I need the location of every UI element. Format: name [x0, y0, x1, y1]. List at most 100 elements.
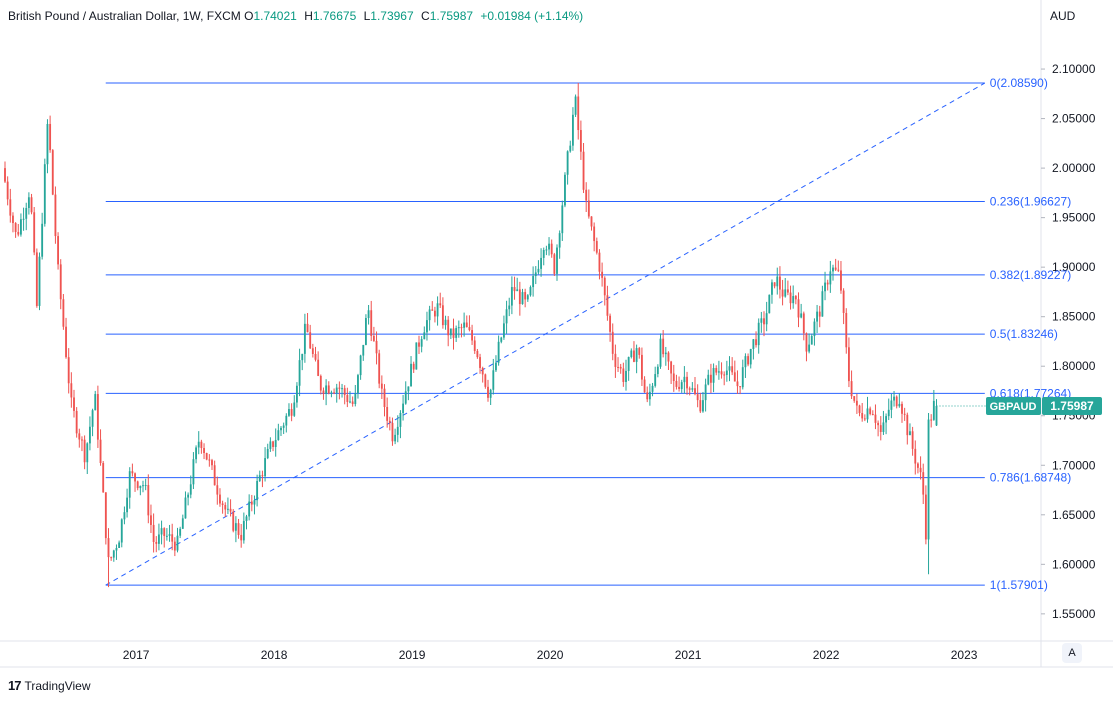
candle-body-down: [686, 376, 688, 389]
candle-body-up: [120, 519, 123, 543]
candle-body-down: [431, 309, 434, 311]
candle-body-down: [481, 367, 484, 375]
candle-body-down: [213, 465, 216, 486]
fib-level-label: 1(1.57901): [990, 578, 1048, 592]
candle-body-down: [720, 371, 723, 375]
candle-body-down: [240, 534, 243, 541]
tradingview-brand[interactable]: 17 TradingView: [8, 678, 91, 693]
candle-body-down: [314, 353, 317, 360]
candle-body-down: [853, 396, 856, 401]
candle-body-down: [903, 413, 906, 415]
candle-body-down: [633, 350, 635, 362]
candle-body-up: [22, 218, 25, 220]
candle-body-up: [824, 282, 826, 292]
candle-body-down: [733, 372, 736, 382]
candle-body-down: [83, 439, 86, 463]
candle-body-down: [553, 254, 556, 274]
candle-body-up: [890, 400, 893, 410]
candle-body-up: [500, 337, 503, 342]
candle-body-up: [410, 363, 412, 387]
candle-body-down: [518, 289, 521, 305]
candle-body-down: [476, 350, 479, 358]
x-tick-label: 2020: [537, 648, 564, 662]
candle-body-down: [49, 123, 52, 151]
candle-body-up: [510, 287, 513, 306]
candle-body-down: [617, 366, 619, 368]
candle-body-down: [914, 448, 917, 464]
candle-body-down: [606, 295, 609, 316]
candle-body-down: [595, 241, 598, 253]
candle-body-down: [895, 396, 898, 407]
candle-body-up: [537, 268, 540, 273]
candle-body-down: [309, 332, 312, 349]
candle-body-down: [593, 226, 596, 242]
candle-body-up: [293, 402, 296, 416]
candle-body-down: [380, 383, 383, 389]
candle-body-up: [288, 409, 290, 416]
candle-body-up: [765, 313, 768, 325]
candle-body-down: [171, 534, 174, 542]
candle-body-down: [35, 252, 38, 306]
candle-body-up: [295, 385, 298, 403]
candle-body-up: [768, 294, 771, 314]
candle-body-down: [147, 485, 150, 516]
candle-body-up: [497, 341, 500, 363]
candle-body-down: [585, 189, 588, 201]
candle-body-up: [43, 164, 46, 224]
candle-body-down: [136, 481, 139, 489]
candle-body-down: [203, 448, 205, 454]
candle-body-down: [152, 524, 155, 542]
y-tick-label: 1.70000: [1052, 458, 1096, 472]
candle-body-up: [94, 394, 97, 411]
candle-body-up: [187, 494, 190, 498]
fib-level-label: 0.5(1.83246): [990, 327, 1058, 341]
candle-body-up: [808, 344, 811, 352]
candle-body-down: [901, 403, 903, 414]
candle-body-down: [513, 287, 516, 292]
candle-body-down: [412, 363, 415, 370]
candle-body-down: [723, 374, 726, 376]
candle-body-up: [489, 389, 492, 398]
candle-body-down: [818, 311, 821, 317]
auto-scale-button[interactable]: A: [1062, 643, 1082, 663]
candle-body-down: [802, 313, 805, 334]
candle-body-up: [927, 419, 930, 540]
candle-body-up: [277, 430, 280, 441]
candle-body-down: [51, 150, 54, 195]
fib-level-label: 0.382(1.89227): [990, 268, 1071, 282]
candle-body-down: [587, 200, 590, 217]
candle-body-down: [351, 401, 354, 404]
candle-body-up: [128, 471, 131, 498]
candle-body-up: [702, 400, 704, 412]
candle-body-down: [173, 541, 176, 551]
candle-body-down: [930, 419, 933, 421]
candle-body-down: [471, 330, 474, 341]
candle-body-up: [502, 323, 505, 338]
brand-name: TradingView: [24, 678, 91, 693]
candle-body-up: [882, 422, 885, 432]
candle-body-down: [609, 315, 612, 332]
candle-body-up: [41, 223, 44, 257]
candle-body-down: [834, 267, 837, 270]
candle-body-down: [675, 380, 678, 387]
candle-body-down: [614, 353, 617, 367]
candle-body-up: [457, 327, 460, 329]
candle-body-up: [832, 267, 834, 272]
candle-body-up: [46, 123, 49, 165]
candle-body-up: [176, 535, 179, 551]
candle-body-down: [699, 400, 702, 412]
candle-body-down: [211, 460, 213, 466]
candle-body-up: [866, 408, 869, 420]
candle-body-down: [155, 541, 158, 544]
candle-body-down: [487, 386, 489, 398]
candle-body-up: [357, 375, 359, 394]
candle-body-up: [404, 391, 407, 404]
candle-body-up: [909, 431, 911, 436]
candle-body-up: [112, 550, 115, 558]
candle-body-down: [343, 388, 346, 396]
candle-body-up: [757, 322, 760, 346]
candle-body-down: [763, 318, 765, 325]
candle-body-up: [192, 459, 195, 485]
